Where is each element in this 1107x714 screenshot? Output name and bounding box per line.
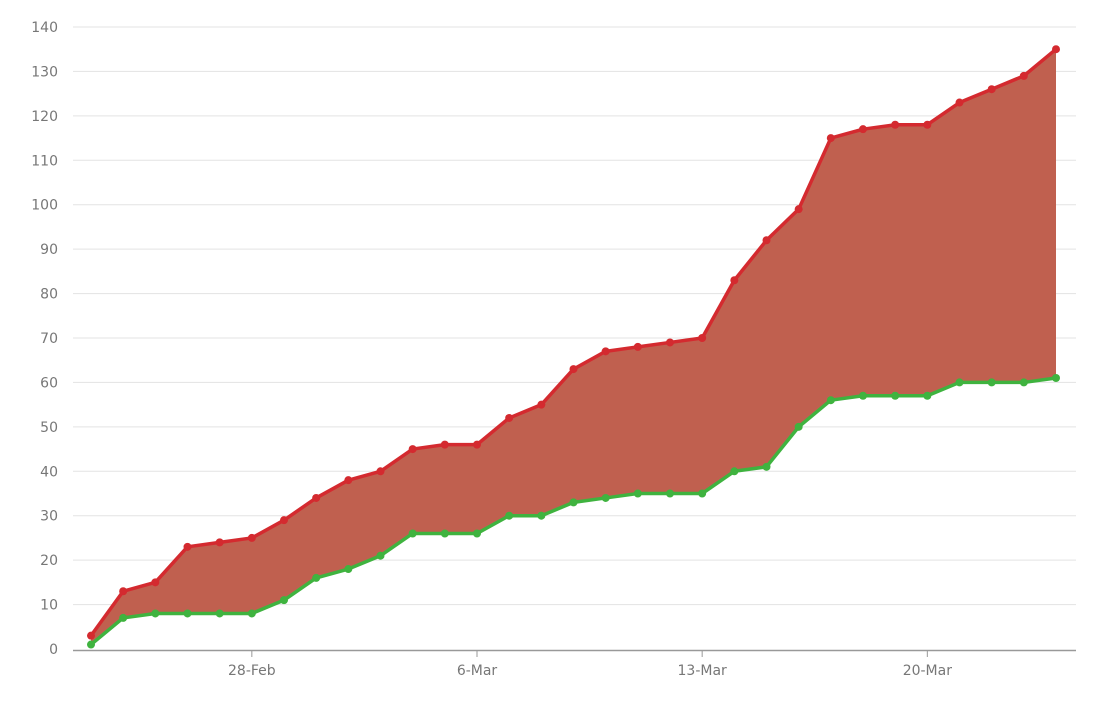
data-point <box>891 391 900 400</box>
data-point <box>1019 378 1028 387</box>
data-point <box>505 511 514 520</box>
y-tick-label: 110 <box>31 153 58 169</box>
data-point <box>408 529 417 538</box>
data-point <box>280 516 288 525</box>
data-point <box>312 573 321 582</box>
data-point <box>955 378 964 387</box>
data-point <box>1019 71 1028 80</box>
data-point <box>247 609 256 618</box>
data-point <box>537 400 546 409</box>
y-tick-label: 140 <box>31 20 58 36</box>
data-point <box>376 551 385 560</box>
data-point <box>633 342 642 351</box>
y-axis-ticks: 0 10 20 30 40 50 60 70 80 90 100 110 120 130 140 <box>31 20 58 658</box>
data-point <box>151 609 160 618</box>
data-point <box>87 631 95 640</box>
data-point <box>215 538 224 547</box>
data-point <box>730 276 739 285</box>
data-point <box>440 440 449 449</box>
data-point <box>473 440 481 449</box>
data-point <box>794 205 803 214</box>
y-tick-label: 40 <box>40 464 58 480</box>
data-point <box>859 125 867 134</box>
data-point <box>119 613 128 622</box>
data-point <box>1052 45 1060 54</box>
y-tick-label: 60 <box>40 375 58 391</box>
data-point <box>119 587 128 596</box>
data-point <box>859 391 867 400</box>
data-point <box>376 467 385 476</box>
data-point <box>794 422 803 431</box>
data-point <box>440 529 449 538</box>
series-points <box>87 45 1060 649</box>
data-point <box>569 365 578 374</box>
data-point <box>344 565 353 574</box>
data-point <box>505 413 514 422</box>
y-tick-label: 50 <box>40 420 58 436</box>
data-point <box>826 396 835 405</box>
data-point <box>762 462 771 471</box>
x-tick-label: 13-Mar <box>678 663 728 679</box>
x-tick-label: 28-Feb <box>228 663 276 679</box>
data-point <box>698 489 707 498</box>
data-point <box>601 493 610 502</box>
data-point <box>666 489 674 498</box>
data-point <box>633 489 642 498</box>
data-point <box>183 542 192 551</box>
y-tick-label: 100 <box>31 198 58 214</box>
data-point <box>923 391 932 400</box>
y-tick-label: 10 <box>40 598 58 614</box>
data-point <box>247 533 256 542</box>
data-point <box>473 529 481 538</box>
data-point <box>183 609 192 618</box>
y-tick-label: 20 <box>40 553 58 569</box>
data-point <box>923 120 932 129</box>
y-tick-label: 30 <box>40 509 58 525</box>
data-point <box>312 493 321 502</box>
data-point <box>601 347 610 356</box>
y-tick-label: 80 <box>40 287 58 303</box>
data-point <box>344 476 353 485</box>
band-area <box>91 49 1056 645</box>
data-point <box>280 596 288 605</box>
data-point <box>151 578 160 587</box>
band-fill <box>91 49 1056 645</box>
data-point <box>955 98 964 107</box>
data-point <box>987 85 996 94</box>
data-point <box>215 609 224 618</box>
data-point <box>730 467 739 476</box>
x-axis-ticks: 28-Feb 6-Mar 13-Mar 20-Mar <box>228 651 952 679</box>
data-point <box>537 511 546 520</box>
y-tick-label: 90 <box>40 242 58 258</box>
y-tick-label: 130 <box>31 64 58 80</box>
data-point <box>87 640 95 649</box>
x-tick-label: 6-Mar <box>457 663 498 679</box>
data-point <box>891 120 900 129</box>
data-point <box>987 378 996 387</box>
data-point <box>666 338 674 347</box>
data-point <box>569 498 578 507</box>
data-point <box>826 134 835 143</box>
y-tick-label: 120 <box>31 109 58 125</box>
data-point <box>762 236 771 245</box>
data-point <box>698 334 707 342</box>
y-tick-label: 0 <box>49 642 58 658</box>
data-point <box>408 445 417 454</box>
data-point <box>1052 373 1060 382</box>
x-tick-label: 20-Mar <box>903 663 953 679</box>
y-tick-label: 70 <box>40 331 58 347</box>
